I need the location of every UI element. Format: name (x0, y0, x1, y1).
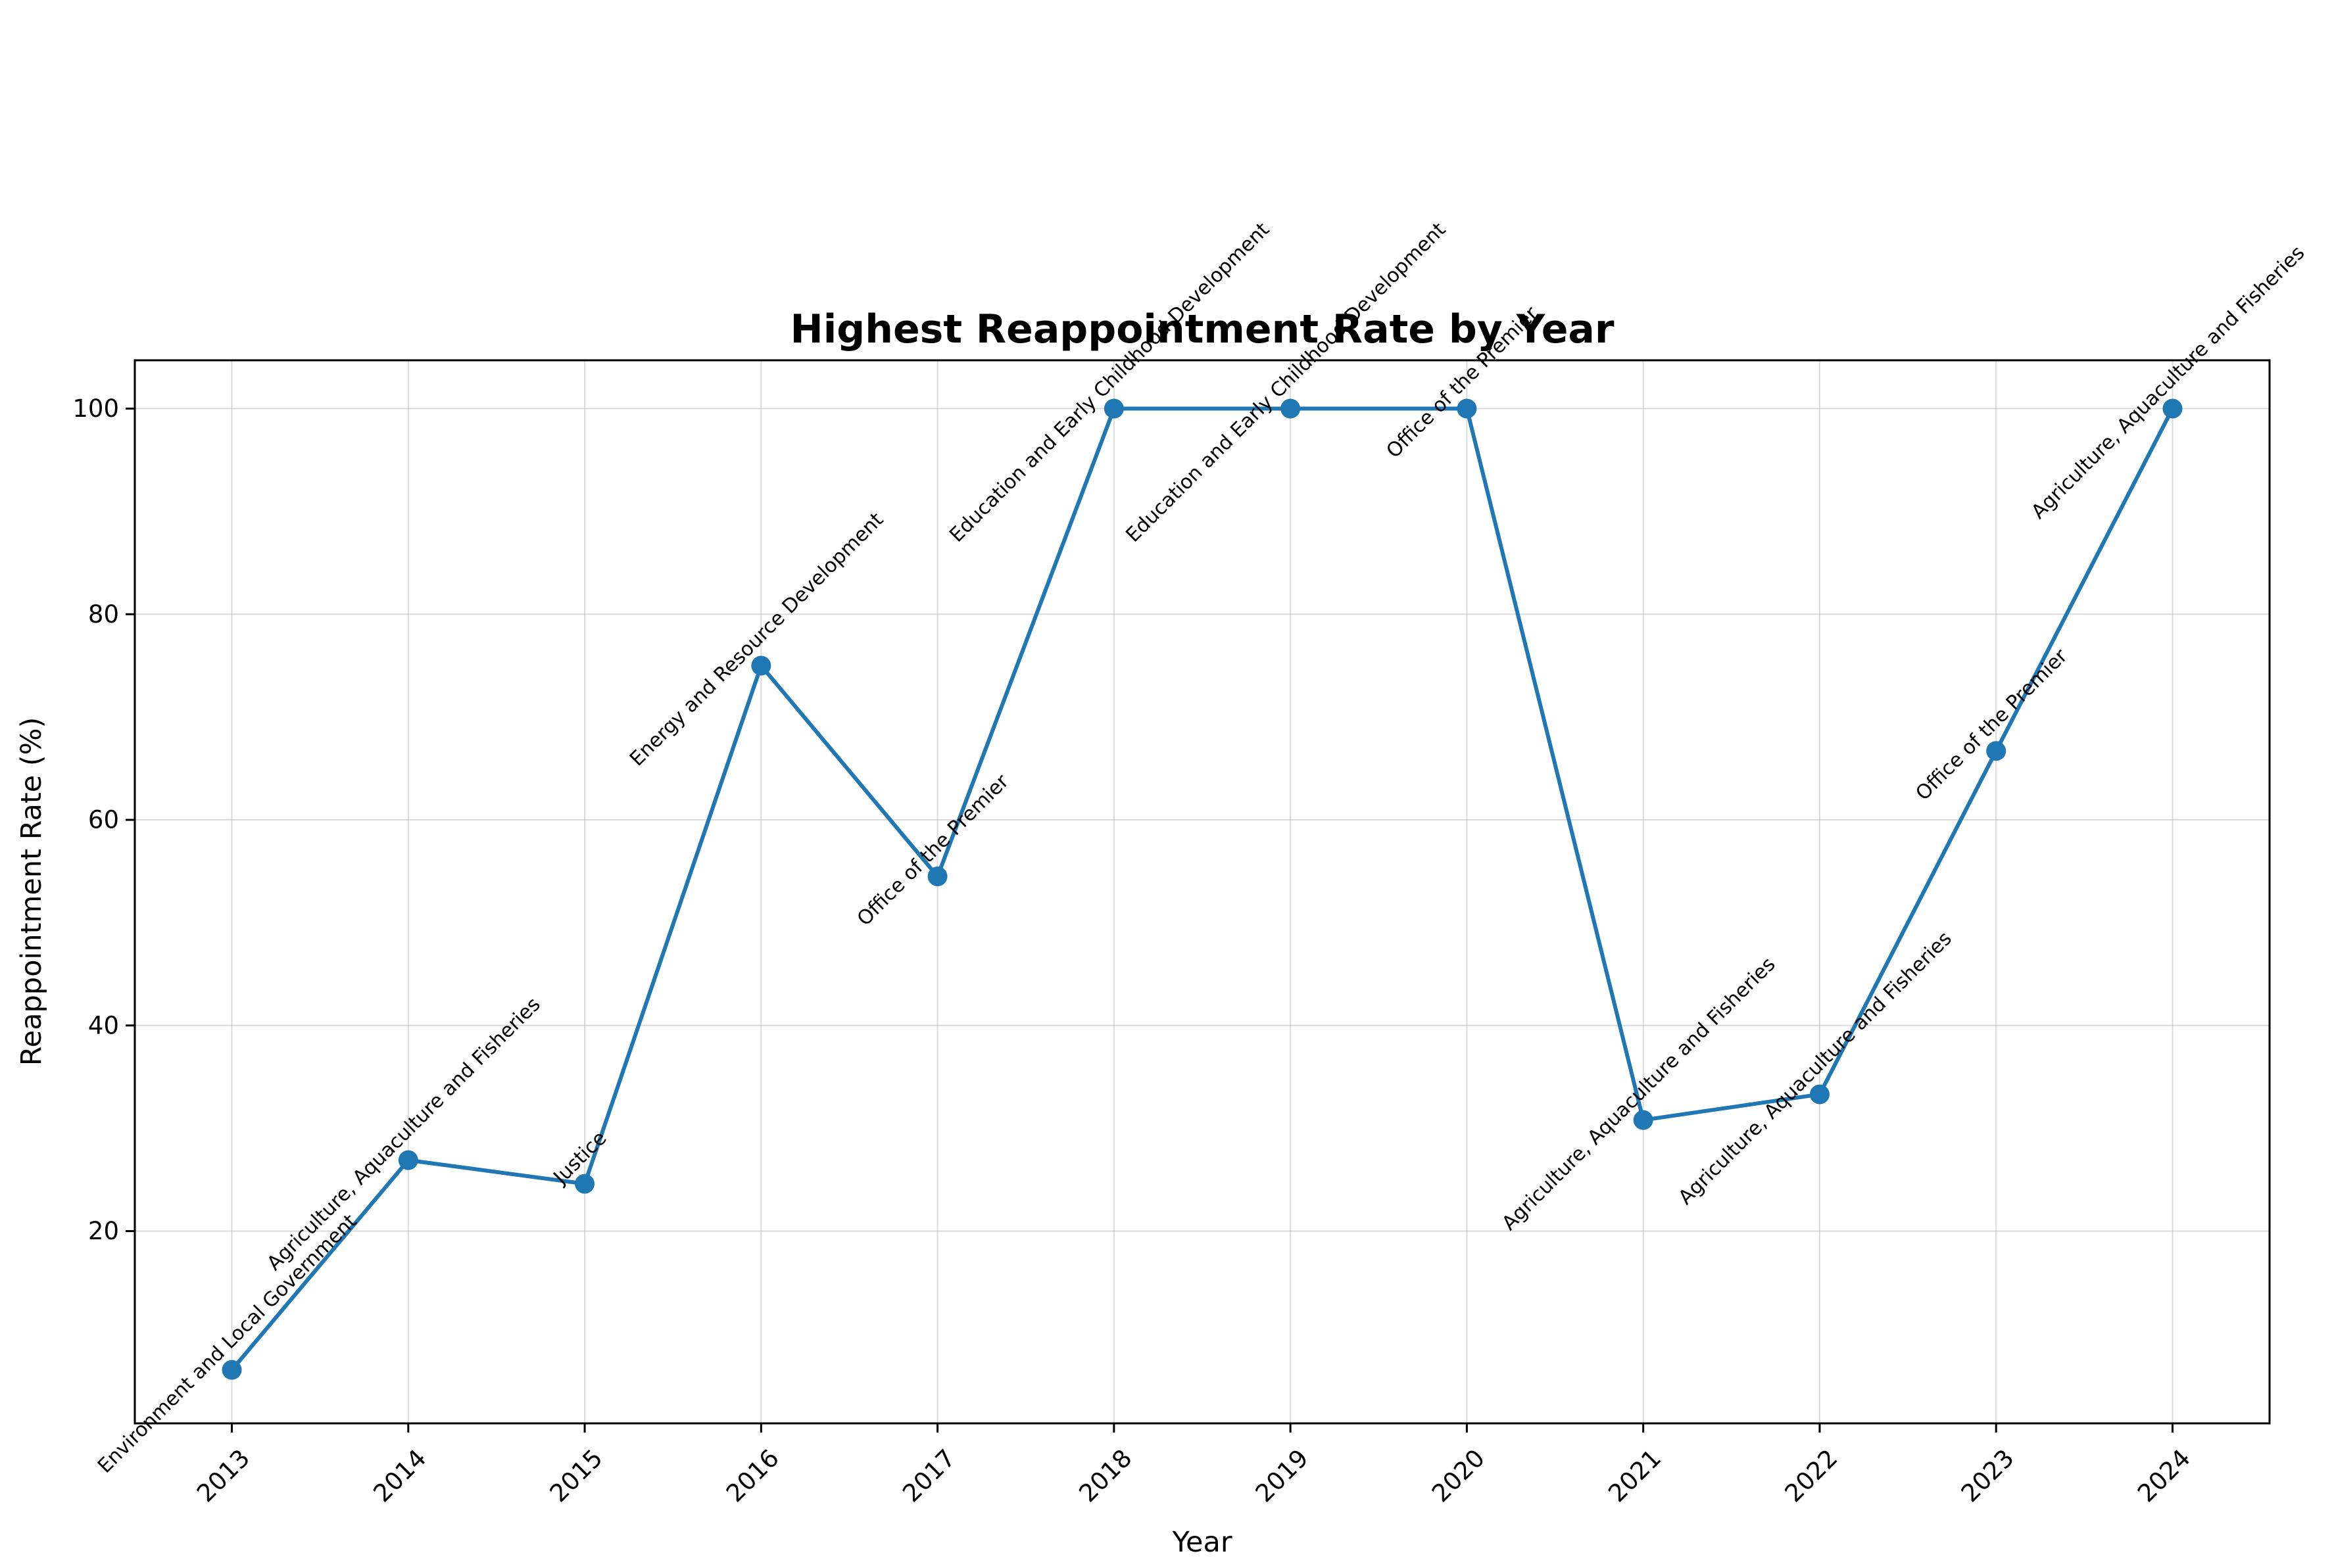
data-point-marker (1457, 398, 1477, 419)
y-tick-label: 60 (88, 806, 119, 834)
data-point-marker (1104, 398, 1124, 419)
plot-frame (134, 359, 2271, 1425)
data-point-marker (751, 655, 771, 676)
y-tick-label: 100 (72, 394, 119, 423)
data-point-marker (1280, 398, 1301, 419)
data-point-marker (398, 1150, 418, 1170)
y-axis-ticks: 20 40 60 80 100 (72, 394, 135, 1245)
series-line (230, 406, 2175, 1371)
x-axis-label: Year (1171, 1526, 1232, 1559)
chart-title: Highest Reappointment Rate by Year (790, 306, 1615, 352)
data-point-marker (1809, 1084, 1830, 1105)
data-point-marker (1986, 741, 2006, 761)
data-point-marker (1633, 1110, 1653, 1130)
y-tick-label: 20 (88, 1217, 119, 1245)
data-point-marker (927, 867, 948, 887)
y-tick-label: 40 (88, 1011, 119, 1039)
y-axis-label: Reappointment Rate (%) (15, 717, 48, 1066)
data-point-marker (222, 1360, 242, 1380)
data-point-marker (2162, 398, 2183, 419)
series-layer (222, 398, 2183, 1380)
y-tick-label: 80 (88, 600, 119, 629)
data-point-marker (575, 1174, 595, 1194)
